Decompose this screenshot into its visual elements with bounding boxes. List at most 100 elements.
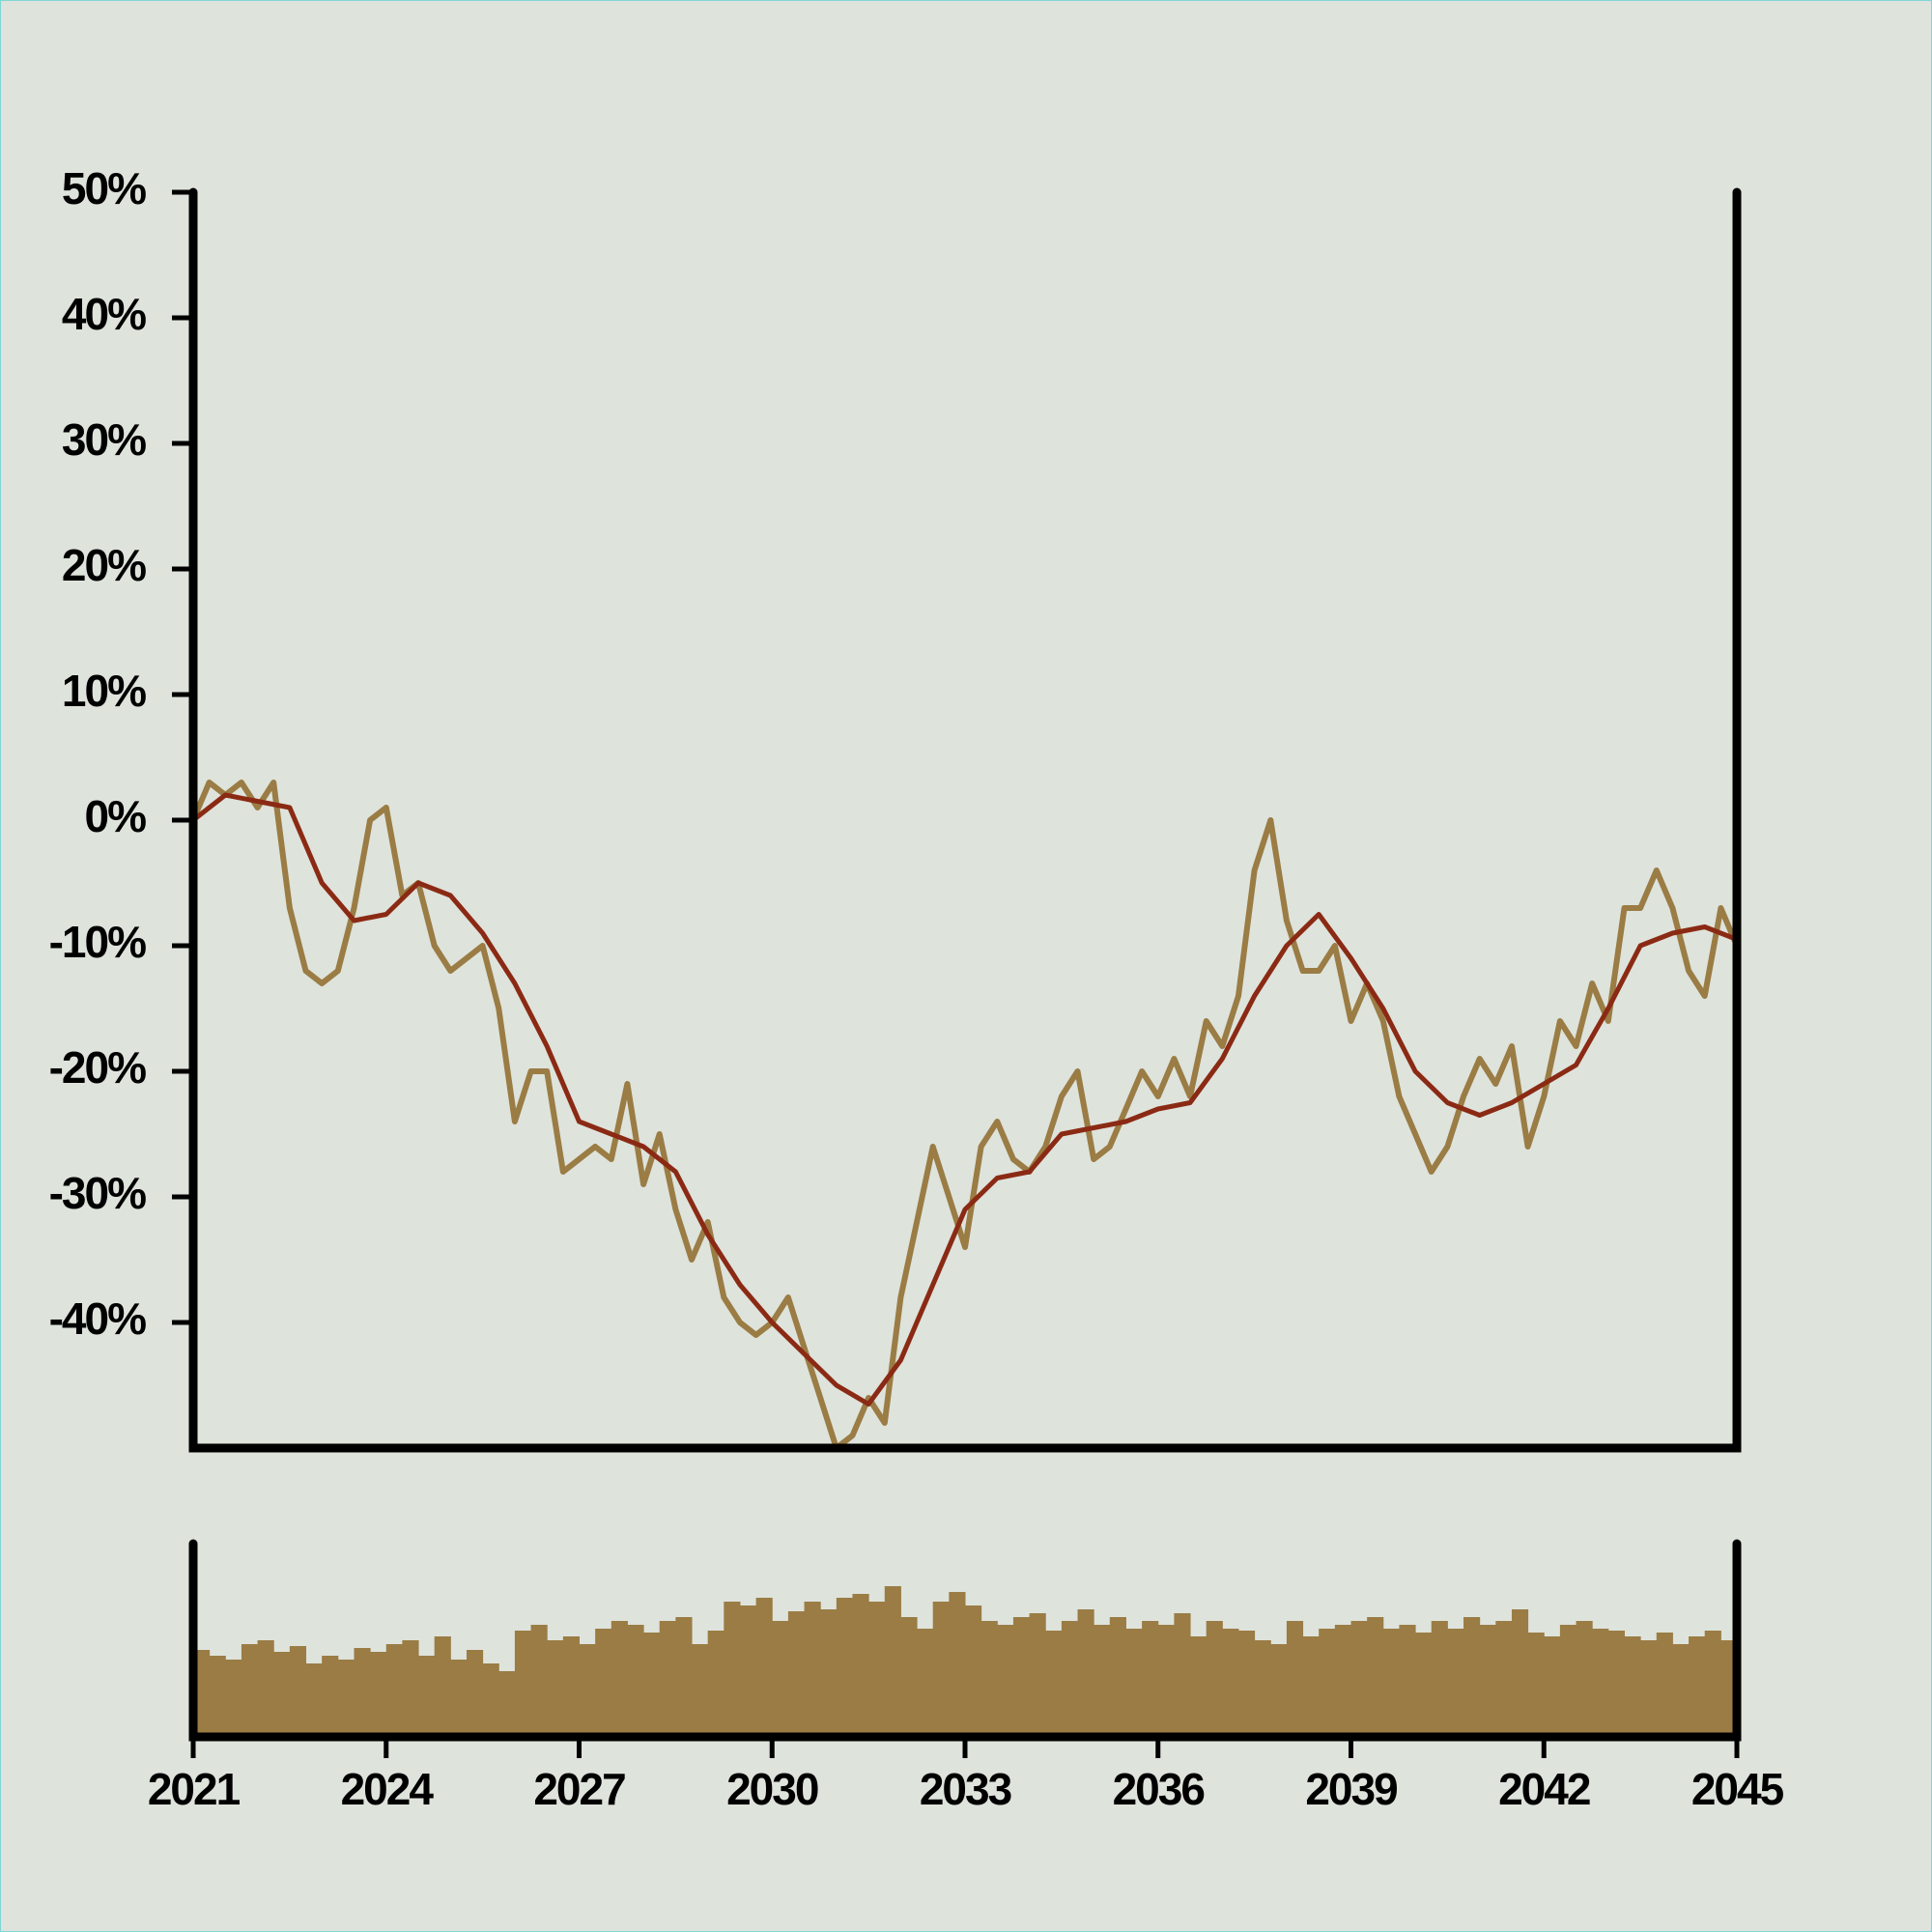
volume-bar [595, 1629, 612, 1737]
volume-bar [1640, 1640, 1658, 1737]
volume-bar [370, 1652, 387, 1737]
volume-bar [1190, 1636, 1208, 1737]
volume-bar [1399, 1625, 1416, 1737]
volume-bar [772, 1621, 789, 1737]
volume-bar [530, 1625, 548, 1737]
volume-bar [337, 1660, 355, 1737]
x-tick-label: 2027 [533, 1764, 625, 1814]
volume-bar [225, 1660, 242, 1737]
volume-bar [322, 1656, 339, 1737]
volume-bar [1576, 1621, 1593, 1737]
volume-bar [1431, 1621, 1448, 1737]
volume-bar [257, 1640, 274, 1737]
volume-bar [739, 1605, 757, 1737]
volume-bar [482, 1663, 499, 1737]
volume-bar [643, 1633, 661, 1737]
volume-bar [466, 1650, 484, 1737]
axis-frame [188, 1539, 1742, 1742]
y-tick-label: -10% [49, 917, 146, 967]
volume-bar [1045, 1631, 1063, 1737]
volume-bar [1592, 1629, 1609, 1737]
volume-bar [724, 1602, 741, 1737]
volume-bar [1447, 1629, 1464, 1737]
volume-bar [241, 1644, 259, 1737]
x-tick-label: 2045 [1691, 1764, 1784, 1814]
volume-bar [868, 1602, 886, 1737]
axis-frame [188, 187, 1742, 1453]
x-tick-label: 2036 [1113, 1764, 1205, 1814]
volume-bar [1270, 1644, 1288, 1737]
volume-bar [917, 1629, 934, 1737]
volume-bar [305, 1663, 323, 1737]
volume-bar [547, 1640, 564, 1737]
volume-bar [1511, 1609, 1529, 1737]
volume-bar [1157, 1625, 1175, 1737]
volume-bar [820, 1609, 838, 1737]
y-tick-label: 20% [62, 540, 146, 590]
x-tick-label: 2039 [1305, 1764, 1397, 1814]
volume-bar [1415, 1633, 1433, 1737]
volume-bar [1319, 1629, 1336, 1737]
volume-bar [273, 1652, 291, 1737]
volume-bar [1094, 1625, 1111, 1737]
volume-bar [611, 1621, 628, 1737]
volume-bar [1624, 1636, 1641, 1737]
volume-bar [755, 1598, 773, 1737]
volume-bar [692, 1644, 709, 1737]
y-tick-label: -20% [49, 1042, 146, 1093]
volume-bar [1142, 1621, 1159, 1737]
volume-bar [900, 1617, 918, 1737]
volume-bar [980, 1621, 998, 1737]
volume-bar [949, 1592, 966, 1737]
volume-bar [1061, 1621, 1079, 1737]
volume-bar [965, 1605, 982, 1737]
volume-bar [1077, 1609, 1094, 1737]
volume-bar [836, 1598, 853, 1737]
volume-bar [852, 1594, 869, 1737]
volume-bar [1559, 1625, 1577, 1737]
volume-bar [1029, 1613, 1046, 1737]
volume-bar [659, 1621, 676, 1737]
y-tick-label: 50% [62, 163, 146, 213]
y-tick-label: -30% [49, 1168, 146, 1218]
volume-bar [1237, 1631, 1256, 1737]
volume-bar [1125, 1629, 1143, 1737]
line-series [191, 792, 1738, 1406]
volume-bar [1672, 1644, 1690, 1737]
x-tick-label: 2030 [726, 1764, 818, 1814]
volume-bar [1254, 1640, 1271, 1737]
volume-bar [804, 1602, 821, 1737]
volume-bar [1012, 1617, 1031, 1737]
y-tick-label: 40% [62, 289, 146, 339]
volume-bar [450, 1660, 468, 1737]
volume-bar [579, 1644, 596, 1737]
line-series [190, 780, 1740, 1451]
volume-bar [1463, 1617, 1481, 1737]
volume-bar [1367, 1617, 1384, 1737]
volume-bar [1334, 1625, 1351, 1737]
x-tick-label: 2033 [920, 1764, 1011, 1814]
volume-bar [514, 1631, 532, 1737]
x-tick-label: 2042 [1498, 1764, 1590, 1814]
volume-bar [1495, 1621, 1513, 1737]
y-tick-label: 30% [62, 414, 146, 465]
volume-bar [402, 1640, 419, 1737]
volume-bar [932, 1602, 950, 1737]
volume-bar [434, 1636, 451, 1737]
volume-bar [1350, 1621, 1368, 1737]
volume-bar [1222, 1629, 1239, 1737]
volume-bar [418, 1656, 436, 1737]
volume-bar [209, 1656, 226, 1737]
x-tick-label: 2024 [341, 1764, 435, 1814]
volume-bar [354, 1648, 371, 1737]
volume-bar [1656, 1633, 1673, 1737]
volume-bar [1302, 1636, 1320, 1737]
y-tick-label: 10% [62, 666, 146, 716]
x-tick-label: 2021 [148, 1764, 241, 1814]
volume-bar [1382, 1629, 1400, 1737]
volume-bar [707, 1631, 724, 1737]
volume-bar [1286, 1621, 1304, 1737]
volume-bar [1527, 1633, 1545, 1737]
